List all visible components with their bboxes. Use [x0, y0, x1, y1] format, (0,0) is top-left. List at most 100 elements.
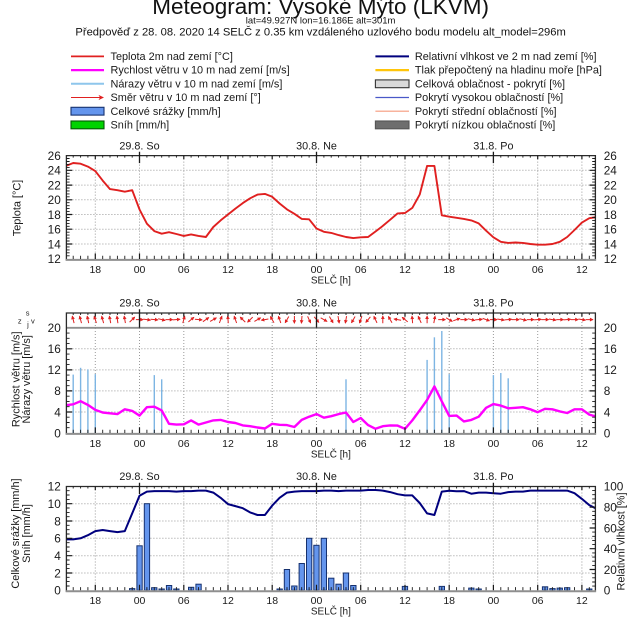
svg-text:29.8. So: 29.8. So: [119, 298, 159, 310]
svg-text:8: 8: [54, 514, 61, 528]
svg-text:60: 60: [604, 521, 618, 535]
svg-text:80: 80: [604, 500, 618, 514]
svg-text:06: 06: [532, 595, 544, 607]
svg-text:12: 12: [604, 363, 617, 377]
svg-text:12: 12: [48, 252, 61, 266]
svg-text:Celkové srážky [mm/h]: Celkové srážky [mm/h]: [111, 106, 221, 118]
svg-text:Relativní vlhkost ve 2 m nad z: Relativní vlhkost ve 2 m nad zemí [%]: [415, 51, 597, 63]
svg-text:12: 12: [604, 252, 617, 266]
svg-text:00: 00: [488, 438, 500, 450]
svg-text:Pokrytí střední oblačností [%]: Pokrytí střední oblačností [%]: [415, 106, 557, 118]
svg-text:4: 4: [54, 405, 61, 419]
svg-text:20: 20: [48, 321, 62, 335]
svg-text:Meteogram: Vysoké Mýto (LKVM): Meteogram: Vysoké Mýto (LKVM): [152, 0, 489, 19]
svg-text:100: 100: [604, 480, 624, 494]
svg-text:12: 12: [399, 438, 411, 450]
svg-text:12: 12: [48, 363, 61, 377]
svg-text:Teplota [°C]: Teplota [°C]: [11, 180, 23, 236]
svg-text:12: 12: [576, 438, 588, 450]
svg-text:18: 18: [443, 438, 455, 450]
svg-text:2: 2: [54, 566, 61, 580]
svg-text:z: z: [18, 316, 22, 325]
svg-text:8: 8: [604, 384, 611, 398]
svg-text:00: 00: [134, 264, 146, 276]
svg-text:00: 00: [134, 595, 146, 607]
svg-text:30.8. Ne: 30.8. Ne: [296, 140, 337, 152]
svg-text:j: j: [26, 320, 29, 329]
svg-text:Sníh [mm/h]: Sníh [mm/h]: [111, 120, 170, 132]
svg-text:14: 14: [48, 237, 62, 251]
svg-text:16: 16: [604, 223, 618, 237]
svg-text:20: 20: [48, 193, 62, 207]
svg-text:Nárazy větru [m/s]: Nárazy větru [m/s]: [21, 335, 33, 423]
svg-text:06: 06: [355, 438, 367, 450]
svg-text:06: 06: [355, 595, 367, 607]
svg-text:4: 4: [604, 405, 611, 419]
svg-text:18: 18: [443, 595, 455, 607]
svg-text:40: 40: [604, 542, 618, 556]
svg-text:Celková oblačnost - pokrytí [%: Celková oblačnost - pokrytí [%]: [415, 78, 565, 90]
svg-text:Pokrytí nízkou oblačností [%]: Pokrytí nízkou oblačností [%]: [415, 120, 555, 132]
svg-text:0: 0: [604, 584, 611, 598]
svg-text:22: 22: [48, 178, 61, 192]
svg-text:00: 00: [311, 595, 323, 607]
svg-text:Relativní vlhkost [%]: Relativní vlhkost [%]: [615, 492, 627, 590]
svg-text:Rychlost větru [m/s]: Rychlost větru [m/s]: [10, 331, 22, 427]
svg-text:SELČ [h]: SELČ [h]: [311, 605, 351, 617]
svg-text:30.8. Ne: 30.8. Ne: [296, 298, 337, 310]
svg-text:12: 12: [399, 595, 411, 607]
svg-text:18: 18: [266, 438, 278, 450]
svg-text:Směr větru v 10 m nad zemí [°]: Směr větru v 10 m nad zemí [°]: [111, 92, 261, 104]
svg-text:00: 00: [488, 264, 500, 276]
svg-text:18: 18: [266, 264, 278, 276]
svg-text:24: 24: [604, 164, 618, 178]
svg-text:Rychlost větru v 10 m nad zemí: Rychlost větru v 10 m nad zemí [m/s]: [111, 65, 290, 77]
svg-text:30.8. Ne: 30.8. Ne: [296, 471, 337, 483]
svg-text:0: 0: [54, 584, 61, 598]
svg-text:12: 12: [576, 264, 588, 276]
svg-text:10: 10: [48, 497, 62, 511]
svg-text:18: 18: [604, 208, 618, 222]
svg-text:12: 12: [222, 595, 234, 607]
svg-text:12: 12: [399, 264, 411, 276]
svg-text:00: 00: [488, 595, 500, 607]
svg-text:12: 12: [48, 480, 61, 494]
svg-text:0: 0: [54, 426, 61, 440]
svg-text:26: 26: [604, 149, 618, 163]
svg-text:Předpověď z 28. 08. 2020 14 SE: Předpověď z 28. 08. 2020 14 SELČ z 0.35 …: [75, 26, 565, 39]
svg-text:06: 06: [178, 438, 190, 450]
svg-text:18: 18: [443, 264, 455, 276]
svg-text:29.8. So: 29.8. So: [119, 471, 159, 483]
svg-text:12: 12: [222, 264, 234, 276]
svg-text:16: 16: [48, 223, 62, 237]
svg-text:00: 00: [311, 438, 323, 450]
svg-text:31.8. Po: 31.8. Po: [473, 140, 513, 152]
svg-text:00: 00: [134, 438, 146, 450]
svg-text:26: 26: [48, 149, 62, 163]
svg-text:18: 18: [48, 208, 62, 222]
svg-text:06: 06: [355, 264, 367, 276]
svg-text:Celkové srážky [mm/h]: Celkové srážky [mm/h]: [10, 478, 22, 588]
svg-text:16: 16: [48, 342, 62, 356]
svg-text:24: 24: [48, 164, 62, 178]
svg-text:29.8. So: 29.8. So: [119, 140, 159, 152]
svg-text:16: 16: [604, 342, 618, 356]
svg-text:Pokrytí vysokou oblačností [%]: Pokrytí vysokou oblačností [%]: [415, 92, 563, 104]
svg-text:12: 12: [576, 595, 588, 607]
svg-text:Tlak přepočtený na hladinu moř: Tlak přepočtený na hladinu moře [hPa]: [415, 65, 602, 77]
svg-text:SELČ [h]: SELČ [h]: [311, 447, 351, 460]
svg-text:06: 06: [178, 595, 190, 607]
svg-text:lat=49.927N lon=16.186E alt=30: lat=49.927N lon=16.186E alt=301m: [246, 16, 396, 27]
svg-text:4: 4: [54, 549, 61, 563]
svg-text:06: 06: [532, 438, 544, 450]
svg-text:14: 14: [604, 237, 618, 251]
svg-text:31.8. Po: 31.8. Po: [473, 298, 513, 310]
svg-text:s: s: [26, 308, 30, 317]
svg-text:20: 20: [604, 193, 618, 207]
svg-text:0: 0: [604, 426, 611, 440]
svg-text:18: 18: [89, 264, 101, 276]
svg-text:18: 18: [266, 595, 278, 607]
svg-text:20: 20: [604, 321, 618, 335]
svg-text:18: 18: [89, 595, 101, 607]
svg-text:SELČ [h]: SELČ [h]: [311, 273, 351, 286]
